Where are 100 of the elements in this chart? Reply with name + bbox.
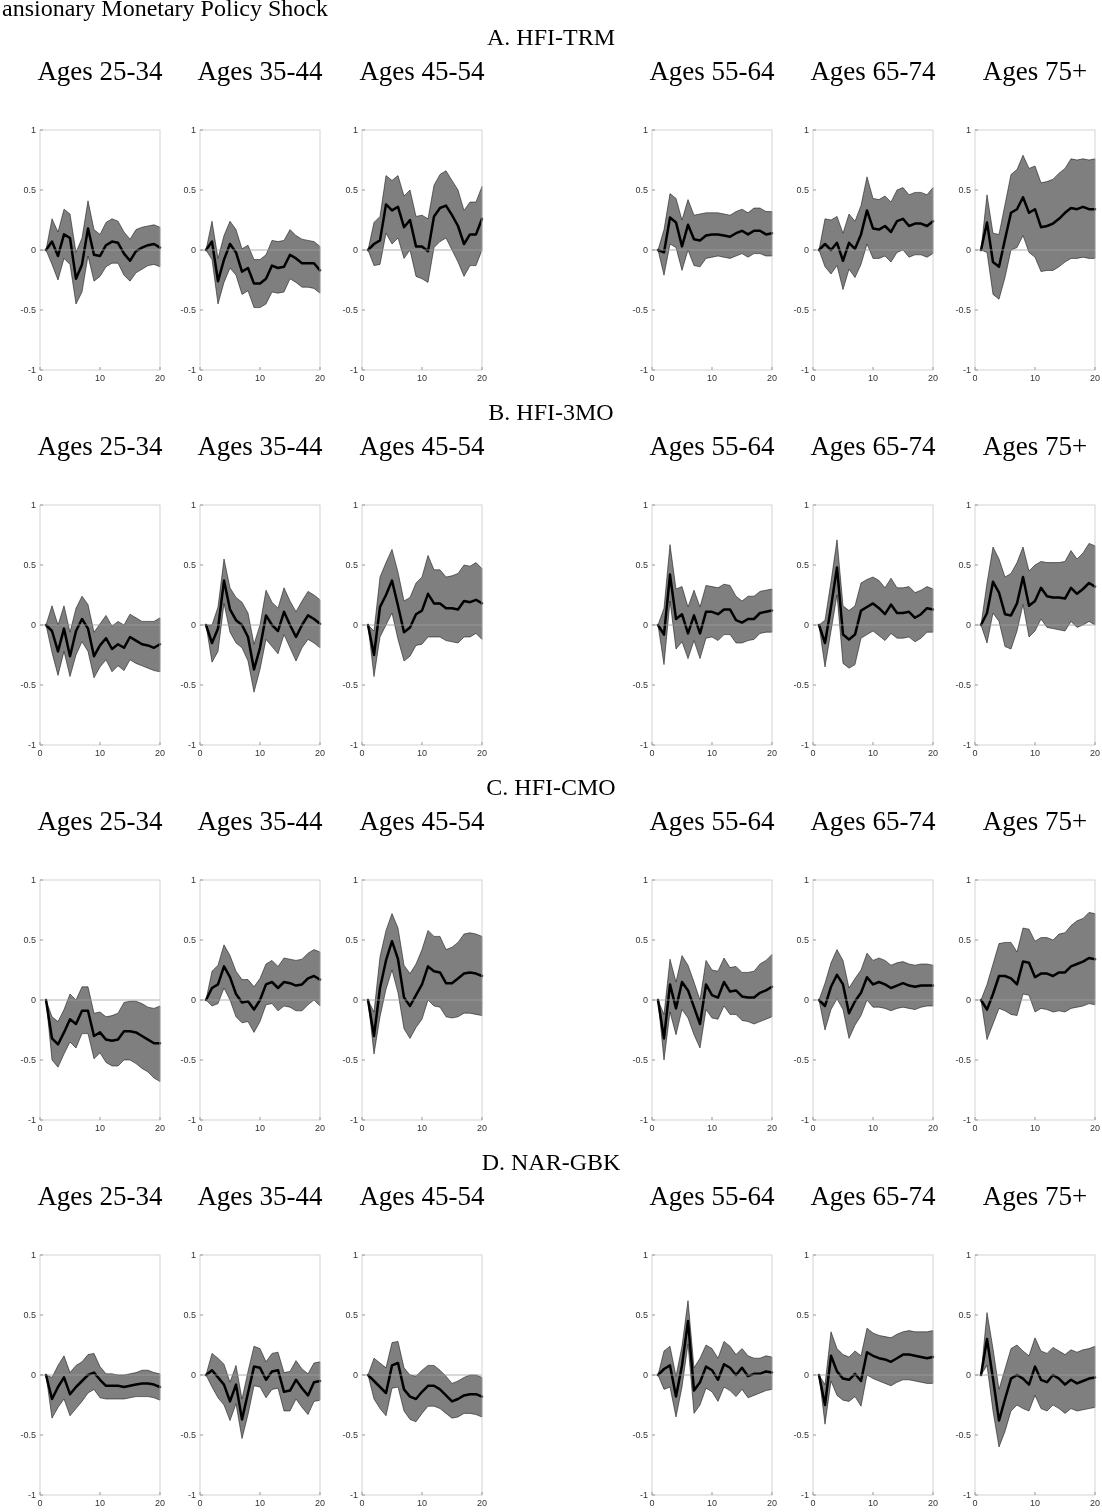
y-tick-label: 0.5 <box>345 1310 358 1320</box>
x-tick-label: 0 <box>649 748 655 758</box>
x-tick-label: 10 <box>416 1498 428 1508</box>
x-tick-label: 20 <box>1089 1123 1101 1133</box>
x-tick-label: 0 <box>359 748 365 758</box>
y-tick-label: -0.5 <box>20 1430 36 1440</box>
x-tick-label: 10 <box>1029 1498 1041 1508</box>
x-tick-label: 10 <box>1029 373 1041 383</box>
x-tick-label: 0 <box>197 748 203 758</box>
y-tick-label: 0 <box>642 620 648 630</box>
x-tick-label: 20 <box>927 1498 939 1508</box>
y-tick-label: 0.5 <box>958 1310 971 1320</box>
y-tick-label: -0.5 <box>180 680 196 690</box>
y-tick-label: -0.5 <box>632 1055 648 1065</box>
x-tick-label: 20 <box>154 1498 166 1508</box>
y-tick-label: 0.5 <box>183 935 196 945</box>
y-tick-label: 1 <box>190 1250 196 1260</box>
y-tick-label: 0 <box>352 245 358 255</box>
y-tick-label: 0.5 <box>635 935 648 945</box>
y-tick-label: 0.5 <box>796 560 809 570</box>
x-tick-label: 20 <box>154 748 166 758</box>
x-tick-label: 10 <box>867 373 879 383</box>
y-tick-label: 1 <box>190 500 196 510</box>
y-tick-label: 0 <box>190 1370 196 1380</box>
y-tick-label: 0 <box>352 1370 358 1380</box>
x-tick-label: 10 <box>867 748 879 758</box>
y-tick-label: 0.5 <box>23 935 36 945</box>
y-tick-label: 0.5 <box>23 185 36 195</box>
y-tick-label: -0.5 <box>180 305 196 315</box>
x-tick-label: 0 <box>649 1498 655 1508</box>
chart-title: Ages 55-64 <box>649 431 776 461</box>
y-tick-label: -1 <box>962 365 971 375</box>
x-tick-label: 0 <box>359 1498 365 1508</box>
y-tick-label: -1 <box>639 740 648 750</box>
y-tick-label: 0.5 <box>635 185 648 195</box>
y-tick-label: 1 <box>352 125 358 135</box>
y-tick-label: 0.5 <box>183 185 196 195</box>
x-tick-label: 0 <box>37 748 43 758</box>
x-tick-label: 20 <box>476 1123 488 1133</box>
y-tick-label: 0 <box>965 1370 971 1380</box>
y-tick-label: 0 <box>352 620 358 630</box>
y-tick-label: -1 <box>349 1115 358 1125</box>
chart-title: Ages 65-74 <box>810 56 937 86</box>
x-tick-label: 10 <box>94 1123 106 1133</box>
y-tick-label: -0.5 <box>342 1430 358 1440</box>
y-tick-label: 0.5 <box>958 185 971 195</box>
x-tick-label: 0 <box>972 373 978 383</box>
y-tick-label: -1 <box>349 365 358 375</box>
y-tick-label: 1 <box>30 1250 36 1260</box>
x-tick-label: 20 <box>1089 1498 1101 1508</box>
y-tick-label: 0 <box>642 245 648 255</box>
x-tick-label: 0 <box>37 373 43 383</box>
x-tick-label: 0 <box>972 1498 978 1508</box>
y-tick-label: -0.5 <box>793 680 809 690</box>
chart-title: Ages 65-74 <box>810 431 937 461</box>
x-tick-label: 10 <box>867 1498 879 1508</box>
text: A. HFI-TRM <box>486 24 616 50</box>
y-tick-label: 0 <box>965 995 971 1005</box>
y-tick-label: 1 <box>642 1250 648 1260</box>
x-tick-label: 0 <box>37 1498 43 1508</box>
y-tick-label: -1 <box>800 1490 809 1500</box>
x-tick-label: 10 <box>416 748 428 758</box>
y-tick-label: -0.5 <box>955 680 971 690</box>
text: D. NAR-GBK <box>481 1149 621 1175</box>
y-tick-label: 0 <box>190 245 196 255</box>
x-tick-label: 20 <box>1089 373 1101 383</box>
y-tick-label: -1 <box>800 1115 809 1125</box>
chart-title: Ages 45-54 <box>359 806 486 836</box>
chart-title: Ages 25-34 <box>37 1181 164 1211</box>
y-tick-label: -1 <box>187 1115 196 1125</box>
y-tick-label: 1 <box>965 1250 971 1260</box>
y-tick-label: 0 <box>803 245 809 255</box>
x-tick-label: 20 <box>766 1498 778 1508</box>
x-tick-label: 0 <box>810 1498 816 1508</box>
chart-title: Ages 25-34 <box>37 56 164 86</box>
chart-title: Ages 25-34 <box>37 431 164 461</box>
chart-title: Ages 75+ <box>982 1181 1088 1211</box>
chart-title: Ages 75+ <box>982 431 1088 461</box>
y-tick-label: 0.5 <box>796 1310 809 1320</box>
y-tick-label: -1 <box>962 1490 971 1500</box>
x-tick-label: 20 <box>927 748 939 758</box>
x-tick-label: 10 <box>254 1498 266 1508</box>
x-tick-label: 10 <box>706 1123 718 1133</box>
x-tick-label: 20 <box>154 1123 166 1133</box>
y-tick-label: 1 <box>190 125 196 135</box>
y-tick-label: 1 <box>642 125 648 135</box>
y-tick-label: -1 <box>639 1115 648 1125</box>
y-tick-label: -0.5 <box>955 305 971 315</box>
chart-title: Ages 35-44 <box>197 431 324 461</box>
y-tick-label: -1 <box>349 740 358 750</box>
chart-title: Ages 35-44 <box>197 806 324 836</box>
x-tick-label: 0 <box>649 373 655 383</box>
x-tick-label: 20 <box>314 1123 326 1133</box>
y-tick-label: 1 <box>190 875 196 885</box>
chart-title: Ages 75+ <box>982 806 1088 836</box>
chart-title: Ages 45-54 <box>359 431 486 461</box>
y-tick-label: 0 <box>352 995 358 1005</box>
x-tick-label: 0 <box>810 1123 816 1133</box>
y-tick-label: 0 <box>30 995 36 1005</box>
x-tick-label: 0 <box>810 373 816 383</box>
